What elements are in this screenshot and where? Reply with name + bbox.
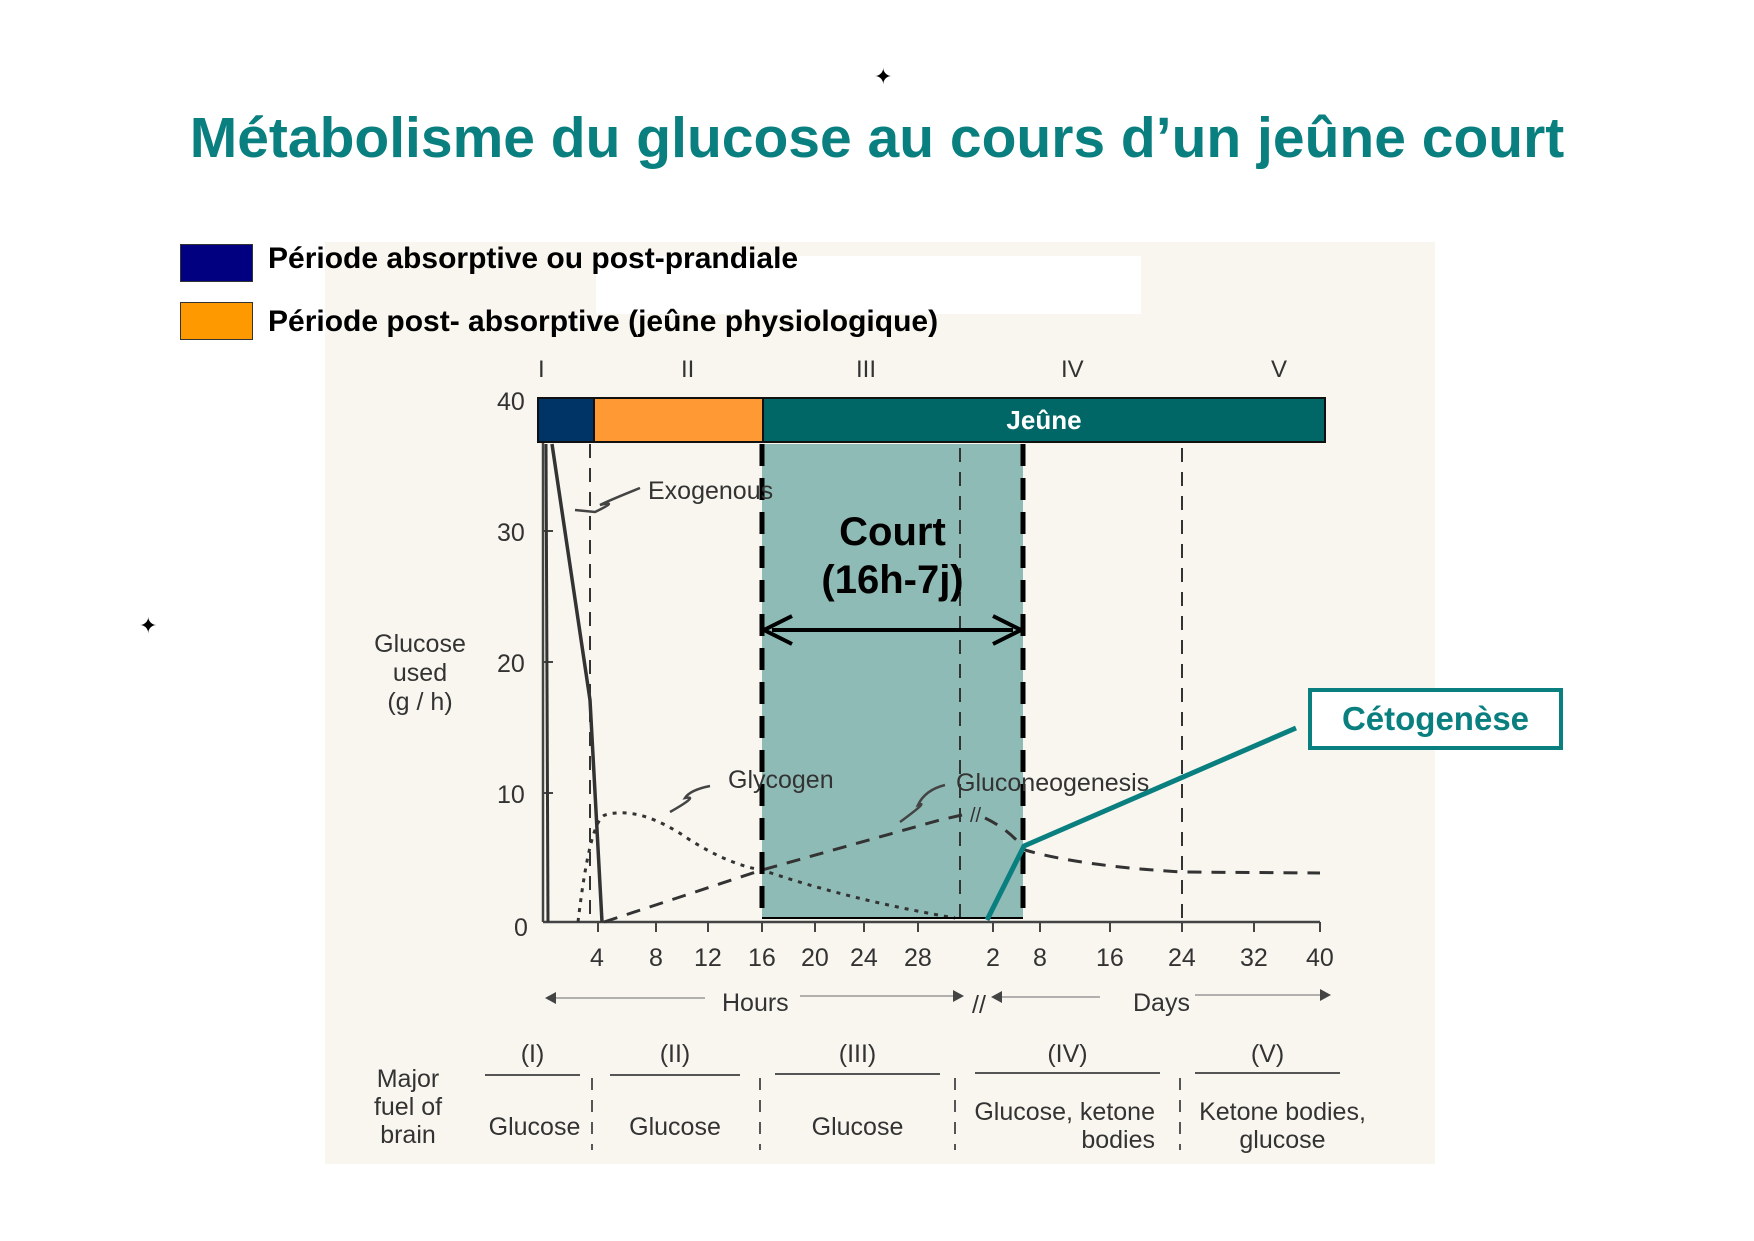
court-label-line: Court [839,510,946,554]
y-axis-title-line: used [392,659,448,687]
fuel-table-period: (IV) [1047,1040,1088,1068]
fuel-table-cell-line: glucose [1239,1126,1326,1154]
legend-swatch-post-absorptive [180,302,253,340]
y-tick-label: 40 [497,388,525,416]
x-tick-label: 40 [1306,944,1334,972]
period-label: V [1271,356,1288,383]
y-tick-label: 10 [497,781,525,809]
fuel-table-cell-line: Glucose, ketone [974,1098,1155,1126]
fuel-table-row-label-line: fuel of [373,1093,443,1121]
fuel-table-cell: Glucose, ketone bodies [965,1098,1155,1154]
curve-label-gluconeogenesis: Gluconeogenesis [956,769,1150,797]
fuel-table-cell: Ketone bodies, glucose [1195,1098,1370,1154]
fuel-table-period: (V) [1250,1040,1285,1068]
svg-text://: // [970,805,982,827]
court-label-line: (16h-7j) [821,558,964,602]
fuel-table-cell-line: bodies [1081,1126,1155,1154]
fuel-table-row-label-line: Major [376,1065,440,1093]
fuel-table-row-label: Major fuel of brain [368,1065,448,1149]
x-tick-label: 8 [1033,944,1047,972]
legend-label-absorptive: Période absorptive ou post-prandiale [268,242,799,275]
fuel-table-cell: Glucose [488,1113,581,1141]
x-tick-label: 28 [904,944,932,972]
fuel-table-cell: Glucose [629,1113,721,1141]
x-tick-label: 24 [1168,944,1196,972]
star-icon: ✦ [874,64,893,89]
phase-bar-post-absorptive [593,397,764,443]
fuel-table-cell: Glucose [811,1113,904,1141]
slide-title: Métabolisme du glucose au cours d’un jeû… [189,106,1565,170]
period-label: III [856,356,877,383]
x-axis-days-label: Days [1133,989,1190,1017]
period-label: II [681,356,695,383]
phase-bar-absorptive [537,397,595,443]
x-tick-label: 4 [590,944,604,972]
y-axis-title-line: (g / h) [387,688,453,716]
x-tick-label: 8 [649,944,663,972]
court-label: Court (16h-7j) [762,508,1023,604]
x-axis-hours-label: Hours [722,989,789,1017]
figure-mask [596,256,1141,314]
x-tick-label: 16 [748,944,776,972]
x-tick-label: 12 [694,944,722,972]
curve-label-glycogen: Glycogen [728,766,834,794]
curve-label-exogenous: Exogenous [648,477,774,505]
fuel-table-period: (III) [838,1040,877,1068]
y-tick-label: 30 [497,519,525,547]
fuel-table-period: (I) [520,1040,545,1068]
axis-break-mark: // [972,991,986,1019]
fuel-table-cell-line: Ketone bodies, [1199,1098,1366,1126]
fuel-table-row-label-line: brain [380,1121,436,1149]
fuel-table-period: (II) [659,1040,691,1068]
x-tick-label: 24 [850,944,878,972]
court-fasting-region [762,444,1023,918]
x-tick-label: 20 [801,944,829,972]
x-tick-label: 2 [986,944,1000,972]
cetogenese-callout: Cétogenèse [1308,688,1563,750]
y-axis-title-line: Glucose [374,630,466,658]
y-tick-label: 0 [514,914,528,942]
y-tick-label: 20 [497,650,525,678]
phase-bar-jeune: Jeûne [762,397,1326,443]
period-label: IV [1061,356,1084,383]
y-axis-title: Glucose used (g / h) [360,630,480,717]
legend-swatch-absorptive [180,244,253,282]
star-icon: ✦ [139,613,158,638]
x-tick-label: 32 [1240,944,1268,972]
period-label: I [538,356,545,383]
legend-label-post-absorptive: Période post- absorptive (jeûne physiolo… [268,305,939,338]
x-tick-label: 16 [1096,944,1124,972]
